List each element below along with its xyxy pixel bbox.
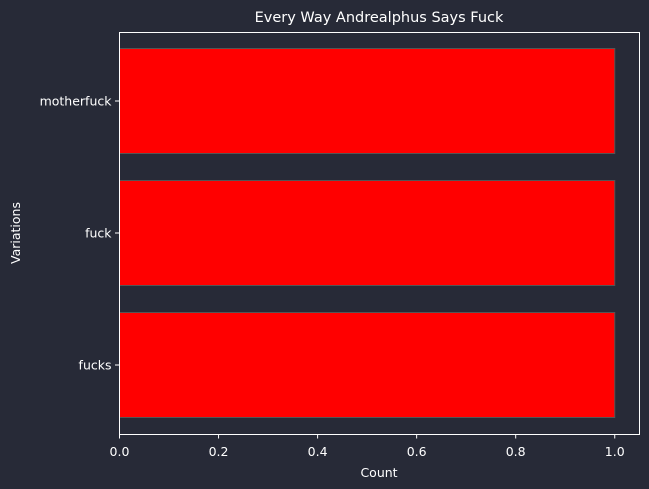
y-tick-label: fuck — [85, 226, 112, 241]
bar-fuck — [119, 180, 616, 286]
x-axis-label: Count — [360, 465, 397, 480]
y-axis: motherfuck fuck fucks — [40, 94, 120, 373]
chart-title: Every Way Andrealphus Says Fuck — [255, 10, 504, 26]
y-tick-label: motherfuck — [40, 94, 113, 109]
x-tick-label: 1.0 — [605, 444, 625, 459]
x-tick-label: 0.6 — [407, 444, 427, 459]
x-tick-label: 0.2 — [209, 444, 229, 459]
x-tick-label: 0.8 — [506, 444, 526, 459]
x-tick-label: 0.4 — [308, 444, 328, 459]
y-tick-label: fucks — [79, 358, 112, 373]
bar-fucks — [119, 312, 616, 418]
x-tick-label: 0.0 — [110, 444, 130, 459]
bars-group — [119, 48, 616, 418]
bar-motherfuck — [119, 48, 616, 154]
x-axis: 0.0 0.2 0.4 0.6 0.8 1.0 — [110, 434, 625, 459]
y-axis-label: Variations — [8, 202, 23, 264]
